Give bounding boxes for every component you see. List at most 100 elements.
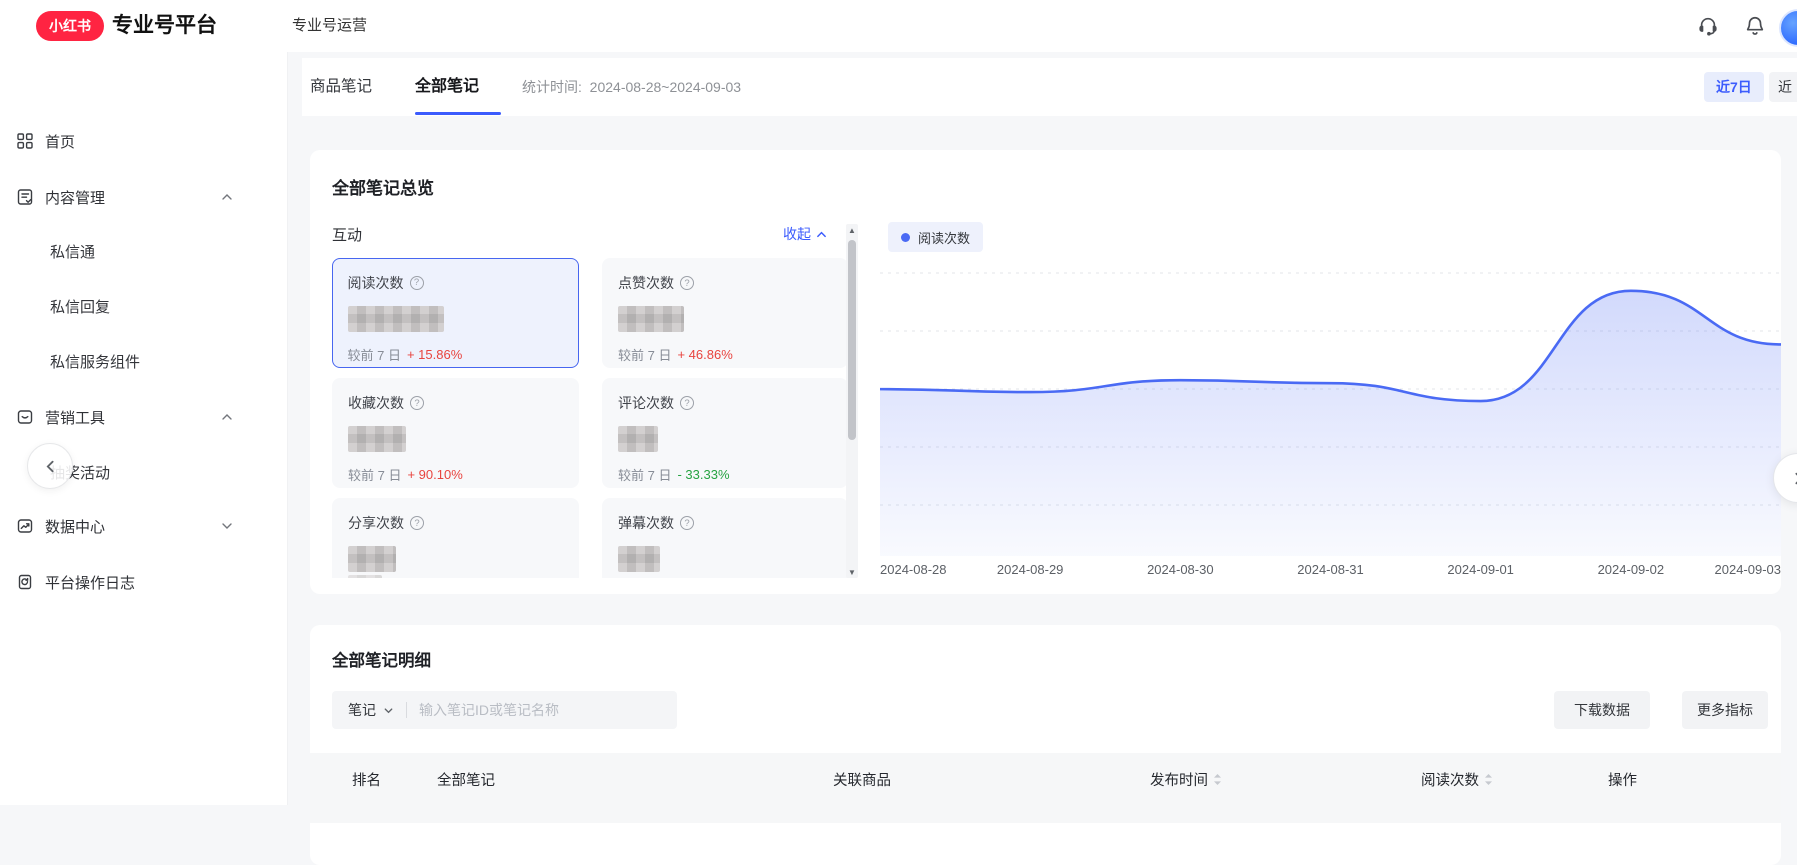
tab-product-notes[interactable]: 商品笔记	[310, 58, 372, 116]
metrics-scroll-area: 阅读次数 ? 较前 7 日 + 15.86% 点赞次数 ? 较前 7 日 + 4…	[332, 258, 848, 578]
log-icon	[16, 573, 34, 591]
sidebar-item-content-management[interactable]: 内容管理	[0, 185, 287, 209]
sidebar-item-private-message-reply[interactable]: 私信回复	[0, 294, 337, 318]
metric-card-share-count[interactable]: 分享次数 ?	[332, 498, 579, 578]
column-actions: 操作	[1608, 769, 1637, 790]
legend-label: 阅读次数	[918, 228, 970, 247]
change-value: + 46.86%	[677, 347, 732, 362]
sidebar-item-private-message-components[interactable]: 私信服务组件	[0, 349, 337, 373]
app-title: 专业号平台	[112, 0, 217, 52]
xiaohongshu-logo[interactable]: 小红书	[36, 11, 104, 41]
sidebar-item-label: 私信通	[50, 241, 95, 262]
help-icon[interactable]: ?	[410, 396, 424, 410]
help-icon[interactable]: ?	[680, 276, 694, 290]
stat-time-label: 统计时间:	[522, 79, 582, 95]
marketing-icon	[16, 408, 34, 426]
search-input[interactable]: 输入笔记ID或笔记名称	[419, 700, 559, 720]
column-rank: 排名	[352, 769, 381, 790]
metric-card-read-count[interactable]: 阅读次数 ? 较前 7 日 + 15.86%	[332, 258, 579, 368]
sidebar-item-label: 数据中心	[45, 516, 105, 537]
tab-all-notes[interactable]: 全部笔记	[415, 58, 479, 116]
download-data-button[interactable]: 下载数据	[1554, 691, 1650, 729]
sidebar-item-label: 营销工具	[45, 407, 105, 428]
metric-label: 阅读次数	[348, 273, 404, 293]
help-icon[interactable]: ?	[410, 276, 424, 290]
trend-chart	[880, 258, 1781, 556]
app-header: 小红书 专业号平台 专业号运营	[0, 0, 1797, 52]
range-button-truncated[interactable]: 近	[1769, 72, 1797, 102]
collapse-link[interactable]: 收起	[783, 224, 827, 244]
column-label: 发布时间	[1150, 769, 1208, 790]
change-prefix: 较前 7 日	[618, 345, 671, 364]
chevron-right-icon	[1791, 471, 1797, 486]
sort-icon[interactable]	[1484, 773, 1493, 786]
nav-item-operation[interactable]: 专业号运营	[292, 0, 367, 52]
details-title: 全部笔记明细	[332, 647, 431, 671]
content-icon	[16, 188, 34, 206]
sidebar-item-data-center[interactable]: 数据中心	[0, 514, 287, 538]
change-value: + 15.86%	[407, 347, 462, 362]
sidebar-item-private-message[interactable]: 私信通	[0, 239, 337, 263]
help-icon[interactable]: ?	[410, 516, 424, 530]
masked-value-fragment	[348, 575, 382, 578]
chevron-down-icon	[221, 520, 233, 532]
stat-time-value: 2024-08-28~2024-09-03	[590, 79, 741, 95]
scroll-down-arrow[interactable]: ▼	[846, 566, 858, 578]
scroll-up-arrow[interactable]: ▲	[846, 224, 858, 236]
grid-icon	[16, 132, 34, 150]
change-value: + 90.10%	[407, 467, 462, 482]
help-icon[interactable]: ?	[680, 396, 694, 410]
sidebar-item-home[interactable]: 首页	[0, 129, 287, 153]
metrics-scrollbar[interactable]: ▲ ▼	[846, 224, 858, 578]
avatar[interactable]	[1779, 9, 1797, 47]
metric-label: 收藏次数	[348, 393, 404, 413]
sidebar-item-label: 内容管理	[45, 187, 105, 208]
details-card: 全部笔记明细 笔记 输入笔记ID或笔记名称 下载数据 更多指标 排名 全部笔记 …	[310, 625, 1781, 865]
sidebar-item-label: 私信回复	[50, 296, 110, 317]
sidebar-item-label: 私信服务组件	[50, 351, 140, 372]
masked-value	[618, 306, 684, 332]
search-filter-select[interactable]: 笔记	[332, 700, 406, 720]
divider	[406, 702, 407, 718]
x-axis-label: 2024-08-29	[997, 562, 1064, 577]
filter-label: 笔记	[348, 700, 376, 720]
stat-time: 统计时间: 2024-08-28~2024-09-03	[522, 58, 741, 116]
metric-card-danmaku-count[interactable]: 弹幕次数 ?	[602, 498, 848, 578]
headset-icon[interactable]	[1697, 15, 1719, 37]
scrollbar-thumb[interactable]	[848, 240, 856, 440]
sidebar-item-platform-logs[interactable]: 平台操作日志	[0, 570, 287, 594]
x-axis-label: 2024-09-03	[1715, 562, 1782, 577]
note-search[interactable]: 笔记 输入笔记ID或笔记名称	[332, 691, 677, 729]
column-read-count[interactable]: 阅读次数	[1421, 769, 1493, 790]
column-linked-products: 关联商品	[833, 769, 891, 790]
sidebar-item-marketing-tools[interactable]: 营销工具	[0, 405, 287, 429]
x-axis-label: 2024-08-30	[1147, 562, 1214, 577]
legend-dot-icon	[901, 233, 910, 242]
masked-value	[348, 426, 406, 452]
metric-card-like-count[interactable]: 点赞次数 ? 较前 7 日 + 46.86%	[602, 258, 848, 368]
column-label: 阅读次数	[1421, 769, 1479, 790]
sidebar: 首页 内容管理 私信通 私信回复 私信服务组件 营销工具 抽奖活动	[0, 52, 288, 805]
chart-legend-read-count[interactable]: 阅读次数	[888, 222, 983, 252]
column-all-notes: 全部笔记	[437, 769, 495, 790]
metric-card-favorite-count[interactable]: 收藏次数 ? 较前 7 日 + 90.10%	[332, 378, 579, 488]
table-header-row: 排名 全部笔记 关联商品 发布时间 阅读次数 操作	[310, 753, 1781, 823]
masked-value	[348, 546, 396, 572]
chevron-up-icon	[221, 411, 233, 423]
sort-icon[interactable]	[1213, 773, 1222, 786]
sidebar-item-label: 平台操作日志	[45, 572, 135, 593]
metric-label: 点赞次数	[618, 273, 674, 293]
more-metrics-button[interactable]: 更多指标	[1682, 691, 1768, 729]
masked-value	[348, 306, 444, 332]
sidebar-collapse-button[interactable]	[27, 443, 73, 489]
metric-card-comment-count[interactable]: 评论次数 ? 较前 7 日 - 33.33%	[602, 378, 848, 488]
metric-label: 评论次数	[618, 393, 674, 413]
range-button-7days[interactable]: 近7日	[1704, 72, 1764, 102]
chevron-left-icon	[43, 459, 58, 474]
chevron-up-icon	[816, 229, 827, 240]
chevron-down-icon	[383, 705, 394, 716]
help-icon[interactable]: ?	[680, 516, 694, 530]
bell-icon[interactable]	[1744, 15, 1766, 37]
column-publish-time[interactable]: 发布时间	[1150, 769, 1222, 790]
